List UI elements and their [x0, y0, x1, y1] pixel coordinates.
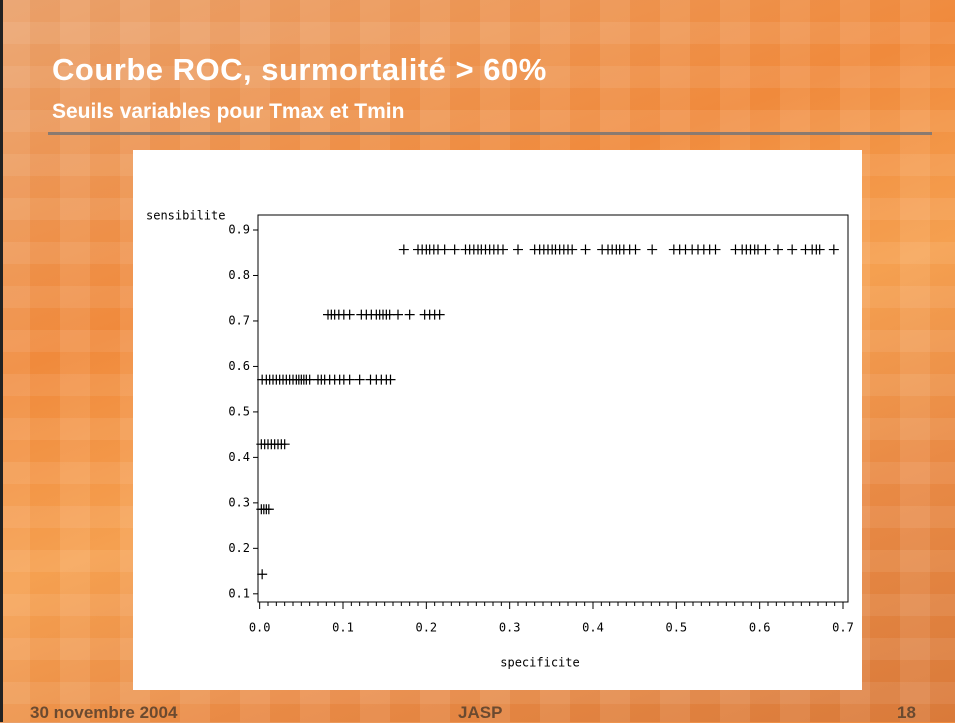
slide-title: Courbe ROC, surmortalité > 60%	[52, 52, 547, 87]
y-tick-label: 0.6	[228, 359, 250, 373]
x-tick-label: 0.4	[582, 621, 604, 635]
point	[393, 309, 403, 320]
point	[439, 244, 450, 255]
x-tick-label: 0.6	[749, 621, 771, 635]
point	[344, 309, 355, 320]
point	[344, 374, 355, 385]
point	[263, 504, 274, 515]
y-tick-label: 0.5	[228, 404, 250, 418]
point	[257, 569, 268, 580]
point	[760, 244, 771, 255]
point	[567, 244, 578, 255]
x-tick-label: 0.5	[665, 621, 687, 635]
title-rule	[48, 132, 932, 135]
plot-frame	[257, 214, 849, 603]
point	[498, 244, 508, 255]
footer-date: 30 novembre 2004	[30, 703, 178, 722]
y-tick-label: 0.1	[228, 586, 250, 600]
footer-page: 18	[897, 703, 916, 722]
y-axis-label: sensibilite	[146, 209, 225, 223]
x-tick-label: 0.1	[332, 621, 354, 635]
y-tick-label: 0.4	[228, 450, 250, 464]
point	[814, 244, 825, 255]
y-tick-label: 0.8	[228, 268, 250, 282]
point	[773, 244, 783, 255]
slide-subtitle: Seuils variables pour Tmax et Tmin	[52, 100, 405, 123]
point	[449, 244, 460, 255]
y-tick-label: 0.2	[228, 541, 250, 555]
y-tick-label: 0.9	[228, 223, 250, 237]
footer-center: JASP	[458, 703, 503, 722]
point	[513, 244, 523, 255]
point	[647, 244, 658, 255]
x-tick-label: 0.2	[415, 621, 437, 635]
point	[385, 374, 396, 385]
x-axis-label: specificite	[500, 656, 579, 670]
point	[434, 309, 445, 320]
point	[630, 244, 641, 255]
x-tick-label: 0.7	[832, 621, 854, 635]
point	[787, 244, 798, 255]
x-tick-label: 0.3	[499, 621, 521, 635]
point	[580, 244, 591, 255]
x-tick-label: 0.0	[249, 621, 271, 635]
chart-panel	[133, 150, 862, 690]
y-tick-label: 0.7	[228, 313, 250, 327]
point	[710, 244, 721, 255]
point	[354, 374, 365, 385]
point	[828, 244, 839, 255]
y-tick-label: 0.3	[228, 495, 250, 509]
point	[398, 244, 409, 255]
point	[404, 309, 415, 320]
point	[279, 439, 290, 450]
slide-edge	[0, 0, 3, 722]
